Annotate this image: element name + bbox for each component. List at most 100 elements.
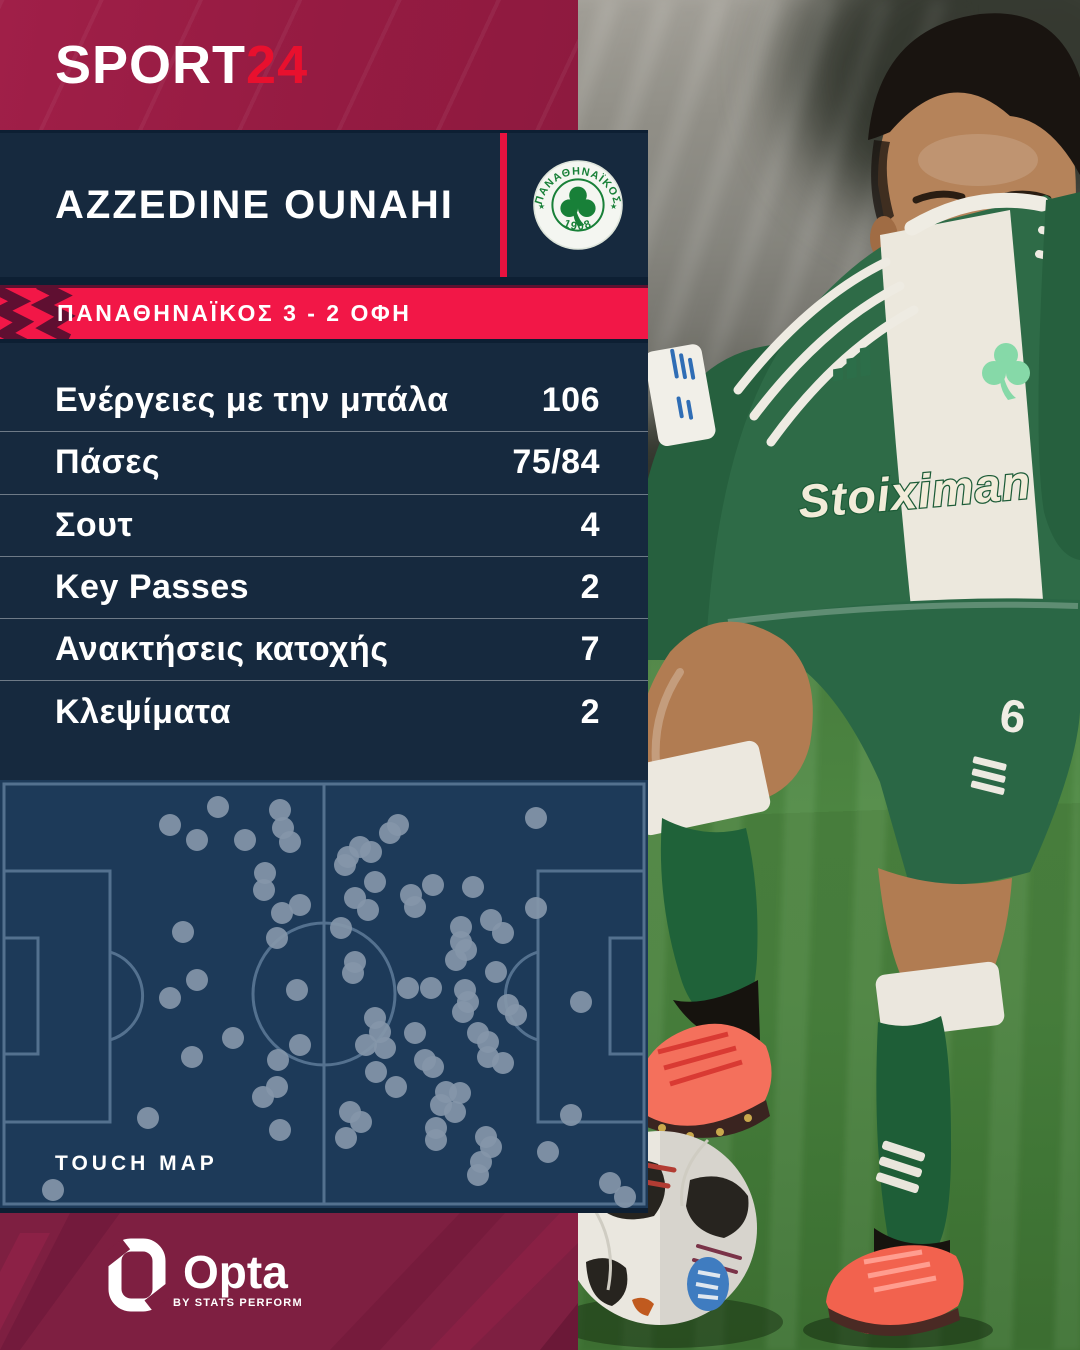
player-name-panel: AZZEDINE OUNAHI <box>0 133 500 277</box>
boot-right <box>826 1245 964 1336</box>
touch-dot <box>560 1104 582 1126</box>
touch-dot <box>269 799 291 821</box>
touch-dot <box>357 899 379 921</box>
touch-dot <box>462 876 484 898</box>
stat-row: Πάσες 75/84 <box>0 432 648 495</box>
touch-dot <box>445 949 467 971</box>
touch-dot <box>505 1004 527 1026</box>
touch-dot <box>444 1101 466 1123</box>
touch-dot <box>492 1052 514 1074</box>
touch-dot <box>234 829 256 851</box>
opta-logo: Opta BY STATS PERFORM <box>105 1237 303 1313</box>
content-block: AZZEDINE OUNAHI ΠΑΝΑΘΗΝΑΪΚΟΣ <box>0 130 648 1213</box>
touch-dot <box>289 894 311 916</box>
touch-dots-layer <box>42 796 636 1208</box>
stat-row: Σουτ 4 <box>0 495 648 557</box>
stat-value: 75/84 <box>512 443 600 482</box>
stat-value: 2 <box>580 568 600 607</box>
opta-byline: BY STATS PERFORM <box>173 1297 303 1309</box>
stat-row: Ανακτήσεις κατοχής 7 <box>0 619 648 682</box>
adidas-stripes-sock <box>875 1140 926 1194</box>
adidas-stripes-shoulder <box>733 257 919 447</box>
stat-row: Κλεψίματα 2 <box>0 681 648 743</box>
touch-dot <box>385 1076 407 1098</box>
touch-dot <box>404 896 426 918</box>
touch-dot <box>159 814 181 836</box>
touch-dot <box>279 831 301 853</box>
touch-dot <box>452 1001 474 1023</box>
touch-map-title: TOUCH MAP <box>55 1152 218 1175</box>
pitch-diagram <box>2 782 646 1208</box>
pitch-lines <box>2 782 646 1206</box>
badge-star-left: ★ <box>538 202 545 211</box>
touch-dot <box>252 1086 274 1108</box>
stat-value: 106 <box>541 381 600 420</box>
shamrock-crest <box>982 343 1030 400</box>
stat-label: Ενέργειες με την μπάλα <box>55 381 449 420</box>
score-line: ΠΑΝΑΘΗΝΑΪΚΟΣ 3 - 2 ΟΦΗ <box>57 300 412 326</box>
sleeve-sponsor-patch <box>644 344 716 447</box>
touch-dot <box>42 1179 64 1201</box>
touch-dot <box>172 921 194 943</box>
player-figure: Stoiximan 6 <box>578 13 1080 1348</box>
panathinaikos-badge: ΠΑΝΑΘΗΝΑΪΚΟΣ 1908 ★ ★ <box>532 160 623 250</box>
stat-label: Ανακτήσεις κατοχής <box>55 630 389 669</box>
touch-dot <box>492 922 514 944</box>
touch-dot <box>570 991 592 1013</box>
badge-star-right: ★ <box>610 202 617 211</box>
footer-pattern <box>0 1213 578 1350</box>
zigzag-pattern <box>0 288 76 339</box>
touch-dot <box>266 927 288 949</box>
footer: Opta BY STATS PERFORM <box>0 1213 578 1350</box>
touch-dot <box>286 979 308 1001</box>
touch-dot <box>186 969 208 991</box>
touch-dot <box>159 987 181 1009</box>
opta-wordmark: Opta <box>183 1246 288 1298</box>
touch-dot <box>420 977 442 999</box>
touch-dot <box>222 1027 244 1049</box>
touch-dot <box>334 854 356 876</box>
touch-dot <box>267 1049 289 1071</box>
stats-panel: Ενέργειες με την μπάλα 106 Πάσες 75/84 Σ… <box>0 343 648 780</box>
touch-dot <box>350 1111 372 1133</box>
stat-label: Σουτ <box>55 505 134 544</box>
touch-dot <box>449 1082 471 1104</box>
touch-dot <box>599 1172 621 1194</box>
shamrock-icon <box>559 186 596 227</box>
touch-dot <box>181 1046 203 1068</box>
svg-text:1908: 1908 <box>561 218 593 233</box>
logo-24: 24 <box>246 35 309 95</box>
touch-dot <box>335 1127 357 1149</box>
logo-sport: SPORT <box>55 35 247 95</box>
touch-dot <box>364 871 386 893</box>
touch-dot <box>422 874 444 896</box>
touch-dot <box>360 841 382 863</box>
touch-dot <box>467 1164 489 1186</box>
touch-dot <box>422 1056 444 1078</box>
touch-dot <box>253 879 275 901</box>
stat-value: 4 <box>580 505 600 544</box>
touch-dot <box>425 1129 447 1151</box>
touch-dot <box>525 807 547 829</box>
adidas-stripes-shorts <box>970 756 1007 795</box>
opta-mark-icon <box>105 1238 169 1312</box>
touch-dot <box>186 829 208 851</box>
touch-dot <box>269 1119 291 1141</box>
touch-map-panel: TOUCH MAP <box>0 780 648 1208</box>
touch-dot <box>404 1022 426 1044</box>
header: SPORT24 <box>0 0 578 130</box>
red-divider <box>500 133 507 277</box>
sport24-logo: SPORT24 <box>55 38 308 92</box>
club-badge-panel: ΠΑΝΑΘΗΝΑΪΚΟΣ 1908 ★ ★ <box>507 133 648 277</box>
touch-dot <box>525 897 547 919</box>
player-name: AZZEDINE OUNAHI <box>55 182 454 227</box>
touch-dot <box>342 962 364 984</box>
stat-value: 2 <box>580 693 600 732</box>
touch-dot <box>614 1186 636 1208</box>
boot-left <box>635 1023 772 1140</box>
touch-dot <box>207 796 229 818</box>
stat-label: Key Passes <box>55 568 250 607</box>
stat-label: Πάσες <box>55 443 161 482</box>
touch-dot <box>374 1037 396 1059</box>
